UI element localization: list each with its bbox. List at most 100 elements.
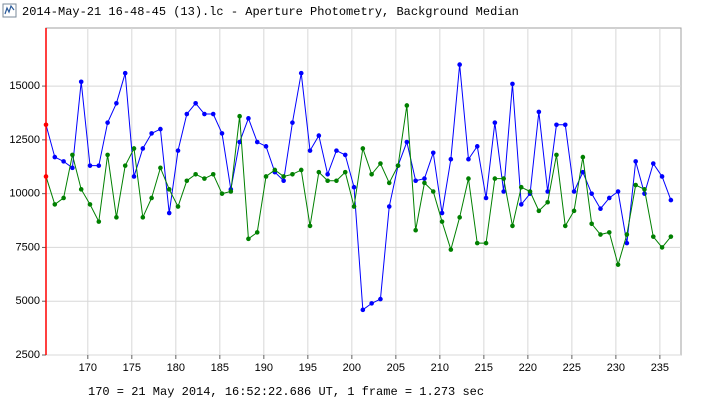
data-point <box>642 187 647 192</box>
x-tick-label: 225 <box>563 362 581 374</box>
series-line <box>45 64 672 311</box>
data-point <box>536 109 542 115</box>
data-point <box>281 174 286 179</box>
data-point <box>474 144 480 149</box>
data-point <box>342 169 348 175</box>
data-point <box>378 296 383 302</box>
data-point <box>298 70 304 76</box>
data-point <box>615 262 621 267</box>
data-point <box>668 197 674 203</box>
data-point <box>246 116 251 121</box>
data-point <box>466 176 471 181</box>
data-point <box>254 230 260 235</box>
data-point <box>527 189 533 194</box>
x-tick-label: 190 <box>255 362 273 374</box>
data-point <box>659 174 665 179</box>
data-point <box>483 240 489 246</box>
data-point <box>668 234 674 239</box>
data-point <box>114 100 119 106</box>
data-point <box>422 180 427 186</box>
data-point <box>237 113 242 119</box>
x-tick-label: 195 <box>299 362 317 374</box>
data-point <box>545 199 550 205</box>
data-point <box>378 161 383 166</box>
data-point <box>598 206 603 212</box>
data-point <box>554 152 559 158</box>
data-point <box>175 204 181 209</box>
data-point <box>501 176 506 181</box>
data-point <box>122 70 128 76</box>
data-point <box>589 221 594 227</box>
app-icon <box>2 3 17 18</box>
data-point <box>193 100 198 106</box>
x-tick-label: 185 <box>211 362 229 374</box>
data-point <box>510 223 515 229</box>
y-tick-label: 2500 <box>16 349 40 361</box>
y-tick-label: 12500 <box>9 134 40 146</box>
x-tick-label: 215 <box>475 362 493 374</box>
data-point <box>562 122 568 128</box>
data-point <box>237 139 242 145</box>
data-point <box>448 156 454 162</box>
data-point <box>131 174 137 179</box>
data-point <box>554 122 559 128</box>
data-point <box>122 163 128 168</box>
footer-note: 170 = 21 May 2014, 16:52:22.686 UT, 1 fr… <box>88 385 484 399</box>
data-point <box>457 62 462 67</box>
data-point <box>404 139 410 145</box>
data-point <box>193 171 198 177</box>
data-point <box>624 240 630 246</box>
data-point <box>70 165 75 171</box>
data-point <box>334 148 339 153</box>
x-tick-label: 200 <box>343 362 361 374</box>
data-point <box>606 230 612 235</box>
data-point <box>166 210 172 216</box>
plot-area <box>45 27 682 356</box>
data-point <box>395 163 401 168</box>
data-point <box>659 245 665 250</box>
data-point <box>474 240 480 246</box>
data-point <box>448 247 454 252</box>
data-point <box>492 120 498 125</box>
data-point <box>61 159 66 164</box>
data-point <box>518 202 524 207</box>
data-point <box>140 146 146 151</box>
data-point <box>87 163 93 168</box>
data-point <box>158 165 163 171</box>
data-point <box>105 152 110 158</box>
x-tick-label: 205 <box>387 362 405 374</box>
data-point <box>105 120 110 125</box>
data-point <box>360 146 366 151</box>
data-point <box>210 111 216 117</box>
data-point <box>184 178 190 184</box>
data-point <box>457 215 462 220</box>
data-point <box>430 150 436 156</box>
window-title: 2014-May-21 16-48-45 (13).lc - Aperture … <box>22 5 519 19</box>
data-point <box>492 176 498 181</box>
data-point <box>404 103 410 108</box>
data-point <box>386 204 392 209</box>
data-point <box>281 178 286 184</box>
data-point <box>571 189 577 194</box>
data-point <box>263 144 269 149</box>
data-point <box>272 167 278 173</box>
data-point <box>633 182 638 188</box>
data-point <box>52 202 58 207</box>
x-tick-label: 220 <box>519 362 537 374</box>
data-point <box>518 184 524 190</box>
data-point <box>439 210 445 216</box>
y-tick-label: 15000 <box>9 80 40 92</box>
data-point <box>290 120 295 125</box>
data-point <box>158 126 163 132</box>
data-point <box>202 111 207 117</box>
data-point <box>413 227 418 233</box>
data-point <box>254 139 260 145</box>
y-tick-label: 7500 <box>16 241 40 253</box>
data-point <box>650 161 656 166</box>
data-point <box>562 223 568 229</box>
data-point <box>70 152 75 158</box>
data-point <box>166 187 172 192</box>
data-point <box>298 167 304 173</box>
